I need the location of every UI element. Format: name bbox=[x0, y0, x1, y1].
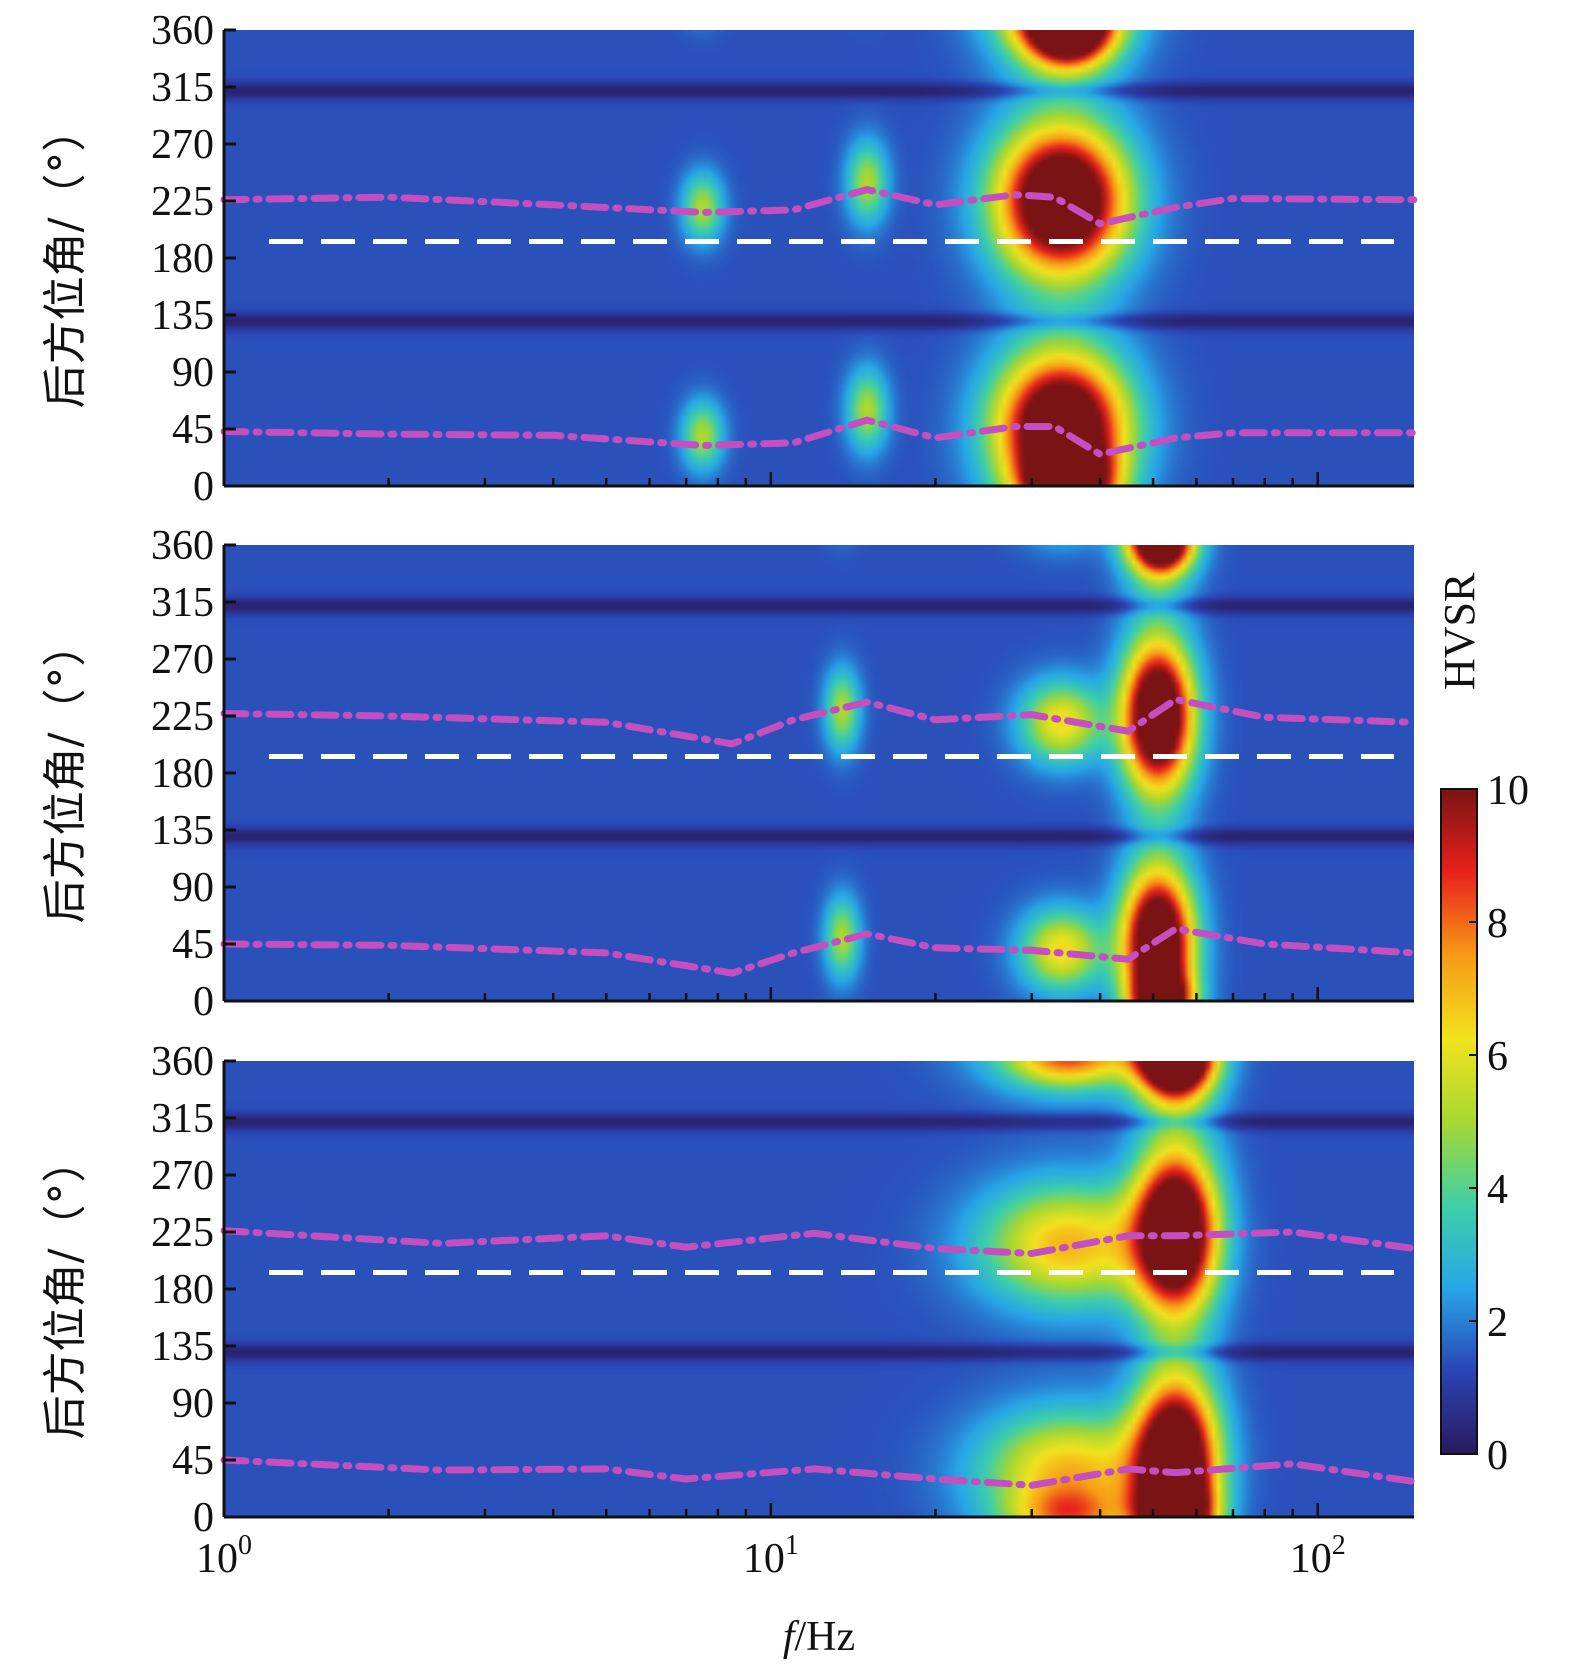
peak-azimuth-trace-2 bbox=[220, 925, 1418, 977]
peak-azimuth-trace-1 bbox=[220, 1227, 1418, 1258]
panels: 0 45 90 135 180 225 270 315 360 后方位角/（°） 0 45 90 135 1… bbox=[40, 8, 1418, 1541]
y-tick-label: 90 bbox=[172, 865, 214, 911]
panel-3: 0 45 90 135 180 225 270 315 360 后方位角/（°） bbox=[40, 1039, 1418, 1541]
panel-2: 0 45 90 135 180 225 270 315 360 后方位角/（°） bbox=[40, 523, 1418, 1025]
y-tick-label: 45 bbox=[172, 922, 214, 968]
colorbar-tick-label: 0 bbox=[1487, 1433, 1508, 1479]
y-tick-label: 270 bbox=[151, 1153, 214, 1199]
y-tick-label: 135 bbox=[151, 293, 214, 339]
y-tick-label: 45 bbox=[172, 1438, 214, 1484]
heatmap-image bbox=[224, 1061, 1414, 1517]
colorbar: 0 2 4 6 8 10 HVSR bbox=[1435, 572, 1529, 1479]
y-tick-label: 315 bbox=[151, 65, 214, 111]
y-tick-label: 225 bbox=[151, 1210, 214, 1256]
y-tick-label: 270 bbox=[151, 637, 214, 683]
y-tick-label: 135 bbox=[151, 808, 214, 854]
x-axis-title: f/Hz bbox=[783, 1614, 855, 1660]
colorbar-title: HVSR bbox=[1435, 572, 1484, 690]
x-axis: 100 101 102 f/Hz bbox=[196, 1530, 1346, 1660]
y-tick-label: 315 bbox=[151, 1096, 214, 1142]
x-tick-label: 100 bbox=[196, 1530, 252, 1582]
colorbar-gradient bbox=[1440, 788, 1478, 1455]
colorbar-tick-label: 10 bbox=[1487, 768, 1529, 814]
y-tick-label: 360 bbox=[151, 8, 214, 54]
y-tick-label: 45 bbox=[172, 407, 214, 453]
colorbar-tick-label: 6 bbox=[1487, 1034, 1508, 1080]
y-tick-label: 90 bbox=[172, 1381, 214, 1427]
panel-1: 0 45 90 135 180 225 270 315 360 后方位角/（°） bbox=[40, 8, 1418, 510]
colorbar-tick-label: 4 bbox=[1487, 1167, 1508, 1213]
y-tick-label: 0 bbox=[193, 1495, 214, 1541]
y-tick-label: 360 bbox=[151, 1039, 214, 1085]
y-tick-label: 135 bbox=[151, 1324, 214, 1370]
y-axis-title: 后方位角/（°） bbox=[40, 1139, 91, 1440]
peak-azimuth-trace-2 bbox=[220, 416, 1418, 459]
peak-azimuth-trace-2 bbox=[220, 1456, 1418, 1489]
x-tick-label: 101 bbox=[743, 1530, 799, 1582]
y-axis-title: 后方位角/（°） bbox=[40, 623, 91, 924]
heatmap-image bbox=[224, 545, 1414, 1001]
y-tick-label: 180 bbox=[151, 236, 214, 282]
heatmap-image bbox=[224, 30, 1414, 486]
peak-azimuth-trace-1 bbox=[220, 695, 1418, 748]
colorbar-tick-label: 2 bbox=[1487, 1300, 1508, 1346]
y-tick-label: 0 bbox=[193, 464, 214, 510]
y-tick-label: 360 bbox=[151, 523, 214, 569]
peak-azimuth-trace-1 bbox=[220, 185, 1418, 228]
y-tick-label: 90 bbox=[172, 350, 214, 396]
y-tick-label: 180 bbox=[151, 751, 214, 797]
y-tick-label: 0 bbox=[193, 979, 214, 1025]
colorbar-tick-label: 8 bbox=[1487, 901, 1508, 947]
y-tick-label: 270 bbox=[151, 122, 214, 168]
y-tick-label: 225 bbox=[151, 694, 214, 740]
x-tick-label: 102 bbox=[1290, 1530, 1346, 1582]
y-axis-title: 后方位角/（°） bbox=[40, 108, 91, 409]
y-tick-label: 315 bbox=[151, 580, 214, 626]
y-tick-label: 225 bbox=[151, 179, 214, 225]
y-tick-label: 180 bbox=[151, 1267, 214, 1313]
